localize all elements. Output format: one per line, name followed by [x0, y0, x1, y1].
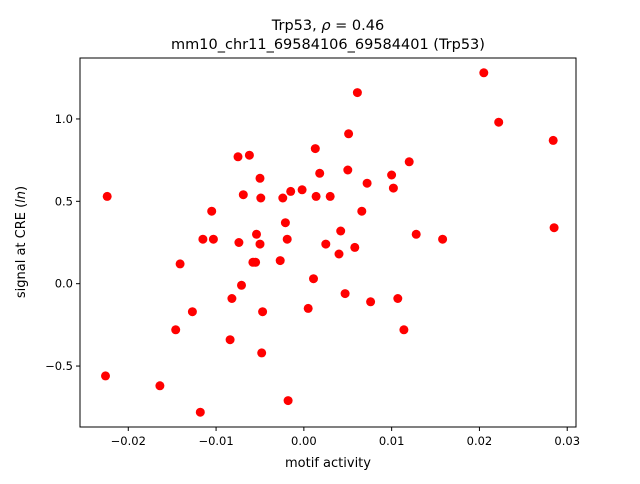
data-point [352, 88, 362, 98]
data-point [280, 218, 290, 228]
y-tick-label: 1.0 [55, 112, 73, 126]
data-point [171, 325, 181, 335]
data-point [187, 307, 197, 317]
y-tick-label: −0.5 [45, 359, 73, 373]
data-point [310, 144, 320, 154]
data-point [479, 68, 489, 78]
data-point [233, 152, 243, 162]
chart-title-line1: Trp53, ρ = 0.46 [271, 18, 384, 34]
data-point [257, 348, 267, 358]
data-point [278, 193, 288, 203]
data-point [404, 157, 414, 167]
data-point [282, 234, 292, 244]
x-axis-ticks: −0.02 −0.01 0.00 0.01 0.02 0.03 [111, 427, 580, 448]
plot-area-frame [79, 57, 577, 428]
data-point [225, 335, 235, 345]
data-point [399, 325, 409, 335]
data-point [343, 165, 353, 175]
data-point [494, 117, 504, 127]
chart-title-line2: mm10_chr11_69584106_69584401 (Trp53) [171, 37, 485, 53]
data-point [252, 229, 261, 239]
data-point [548, 135, 558, 145]
data-point [297, 185, 307, 195]
x-axis-label: motif activity [285, 456, 371, 471]
data-point [255, 173, 265, 183]
data-point [244, 150, 254, 160]
data-point [256, 193, 266, 203]
data-point [438, 234, 448, 244]
data-point [336, 226, 346, 236]
x-tick-label: 0.00 [291, 434, 317, 448]
data-point [362, 178, 372, 188]
data-point [283, 396, 293, 406]
x-tick-label: 0.01 [379, 434, 405, 448]
data-point [255, 239, 265, 249]
data-point [344, 129, 354, 139]
data-point [315, 168, 325, 178]
data-points [101, 68, 559, 417]
data-point [198, 234, 208, 244]
x-tick-label: 0.02 [467, 434, 493, 448]
x-tick-label: −0.02 [111, 434, 146, 448]
data-point [251, 257, 261, 267]
data-point [549, 223, 559, 233]
x-tick-label: 0.03 [554, 434, 580, 448]
y-axis-ticks: −0.5 0.0 0.5 1.0 [45, 112, 80, 373]
data-point [411, 229, 421, 239]
data-point [393, 294, 403, 303]
data-point [357, 206, 367, 216]
data-point [311, 191, 321, 201]
data-point [102, 191, 112, 201]
data-point [350, 242, 360, 252]
data-point [325, 191, 335, 201]
data-point [258, 307, 268, 317]
y-tick-label: 0.5 [55, 194, 73, 208]
data-point [275, 256, 285, 266]
y-tick-label: 0.0 [55, 277, 73, 291]
data-point [155, 381, 165, 391]
data-point [207, 206, 217, 216]
data-point [234, 238, 244, 247]
data-point [340, 289, 350, 299]
data-point [366, 297, 376, 307]
data-point [321, 239, 331, 249]
x-tick-label: −0.01 [198, 434, 233, 448]
data-point [101, 371, 110, 381]
data-point [238, 190, 248, 200]
data-point [303, 303, 313, 313]
data-point [195, 407, 205, 417]
data-point [388, 183, 398, 193]
data-point [208, 234, 218, 244]
y-axis-label: signal at CRE (ln) [14, 186, 29, 298]
data-point [227, 294, 237, 303]
data-point [175, 259, 185, 269]
data-point [387, 170, 397, 180]
data-point [286, 186, 296, 196]
data-point [334, 249, 344, 259]
data-point [309, 274, 318, 284]
data-point [237, 280, 246, 290]
